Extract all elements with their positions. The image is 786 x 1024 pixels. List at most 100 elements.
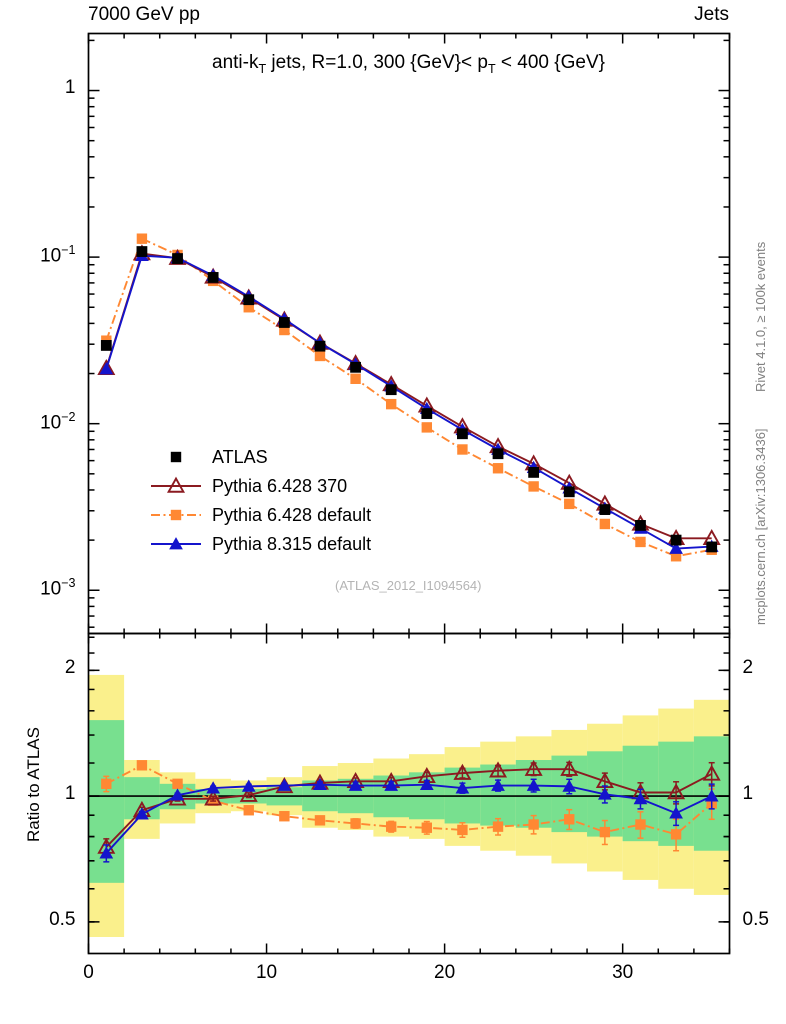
marker-square <box>528 819 539 830</box>
marker-square <box>314 815 326 826</box>
marker-triangle-open <box>702 764 721 781</box>
legend-label-1: Pythia 6.428 370 <box>212 475 348 496</box>
legend-item-1: Pythia 6.428 370 <box>150 475 347 497</box>
ratio-series-pythia8-default <box>99 777 719 863</box>
marker-square <box>243 302 254 313</box>
legend-swatch-2 <box>151 509 201 521</box>
marker-triangle <box>419 777 434 791</box>
legend-marker <box>170 509 182 521</box>
marker-triangle <box>313 777 327 791</box>
legend-label-2: Pythia 6.428 default <box>212 504 372 525</box>
marker-triangle <box>562 779 577 792</box>
marker-square <box>314 350 326 362</box>
marker-square <box>279 811 290 822</box>
marker-triangle <box>491 778 505 791</box>
marker-square <box>706 541 718 553</box>
marker-triangle <box>669 541 683 554</box>
marker-square <box>385 821 397 832</box>
marker-triangle-open <box>560 759 579 776</box>
marker-square <box>172 778 183 790</box>
legend-swatch-3 <box>151 537 201 550</box>
marker-triangle <box>526 778 541 791</box>
title-part-b: jets, R=1.0, 300 {GeV}< p <box>266 52 488 73</box>
marker-square <box>563 486 575 498</box>
title-sub-T1: T <box>258 61 267 76</box>
marker-square <box>528 481 539 492</box>
marker-triangle <box>669 806 683 819</box>
series-line <box>105 254 712 550</box>
marker-square <box>564 814 575 825</box>
title-sub-T2: T <box>487 61 496 76</box>
marker-square <box>350 373 361 384</box>
legend-item-0: ATLAS <box>150 446 268 468</box>
legend-label-3: Pythia 8.315 default <box>212 533 372 554</box>
marker-square <box>170 451 182 463</box>
marker-triangle <box>241 779 256 792</box>
marker-triangle <box>206 781 221 794</box>
marker-square <box>136 233 148 244</box>
marker-square <box>670 534 682 546</box>
marker-square <box>385 384 397 396</box>
marker-triangle <box>99 846 114 859</box>
marker-triangle-open <box>166 476 186 493</box>
header-beam-label: 7000 GeV pp <box>88 4 200 25</box>
marker-square <box>421 408 433 419</box>
marker-square <box>279 324 290 336</box>
title-part-c: < 400 {GeV} <box>495 52 605 73</box>
uncertainty-bands <box>88 674 730 937</box>
marker-square <box>385 398 397 410</box>
marker-triangle-open <box>204 789 223 806</box>
marker-square <box>172 253 183 264</box>
title-part-a: anti-k <box>212 52 259 73</box>
marker-triangle <box>455 781 470 794</box>
marker-square <box>243 805 254 816</box>
series-line <box>105 237 712 558</box>
marker-triangle-open <box>239 785 258 802</box>
marker-square <box>635 536 646 548</box>
marker-triangle <box>348 778 363 791</box>
marker-square <box>136 760 148 771</box>
marker-triangle <box>99 362 114 375</box>
marker-square <box>350 818 361 829</box>
legend-marker <box>170 451 182 463</box>
marker-triangle-open <box>667 783 686 800</box>
legend-item-3: Pythia 8.315 default <box>150 533 371 555</box>
marker-square <box>101 778 112 790</box>
marker-square <box>635 819 646 830</box>
main-series-pythia6-370 <box>97 244 721 546</box>
marker-square <box>599 504 611 515</box>
marker-square <box>243 294 255 306</box>
marker-square <box>492 463 504 474</box>
marker-square <box>564 498 575 510</box>
marker-triangle <box>704 789 719 802</box>
marker-square <box>350 361 361 373</box>
marker-square <box>635 520 646 531</box>
marker-triangle <box>633 791 648 805</box>
marker-triangle-open <box>453 763 472 780</box>
main-series-atlas-data <box>100 246 718 553</box>
legend-swatch-0 <box>170 451 182 463</box>
marker-square <box>528 466 540 478</box>
marker-square <box>421 822 433 833</box>
legend-swatch-1 <box>151 476 201 493</box>
marker-square <box>492 448 504 460</box>
series-line <box>105 783 713 854</box>
header-analysis-label: Jets <box>694 4 729 25</box>
series-line <box>105 764 713 836</box>
marker-triangle <box>277 778 292 791</box>
marker-square <box>100 340 112 351</box>
marker-square <box>314 340 326 352</box>
marker-triangle <box>135 807 149 820</box>
marker-square <box>207 272 219 283</box>
marker-square <box>278 317 290 328</box>
marker-square <box>457 444 468 455</box>
marker-square <box>492 821 504 832</box>
marker-square <box>170 509 182 521</box>
legend-marker <box>166 476 186 493</box>
marker-square <box>599 518 611 530</box>
marker-triangle-open <box>524 759 543 776</box>
marker-square <box>136 246 148 257</box>
analysis-id-watermark: (ATLAS_2012_I1094564) <box>335 578 482 593</box>
